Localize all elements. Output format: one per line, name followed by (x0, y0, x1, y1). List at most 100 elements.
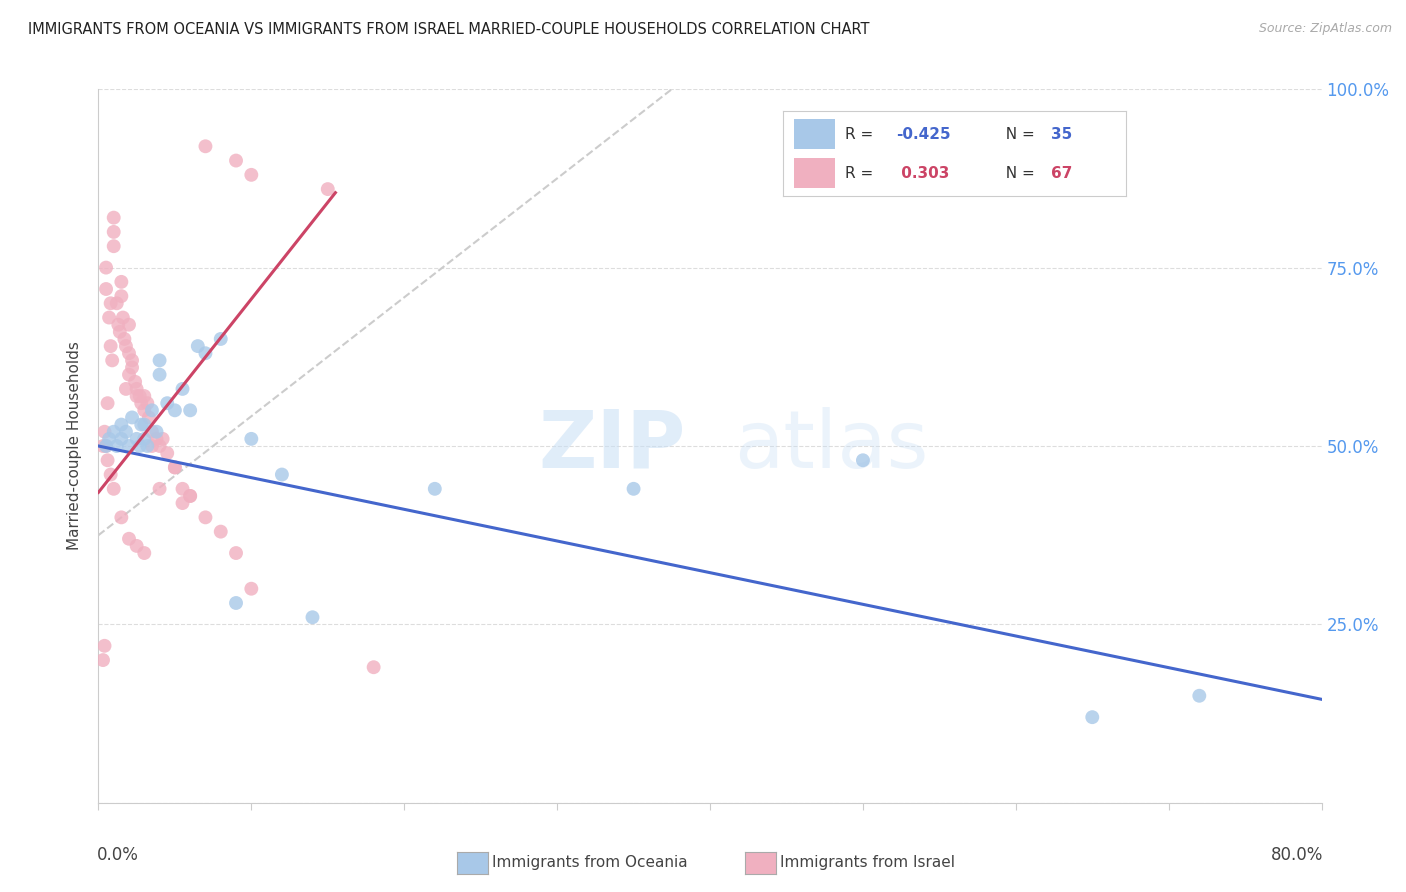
Point (623, 482, 645, 496)
Point (118, 368, 141, 382)
Point (118, 346, 141, 360)
Point (270, 467, 292, 482)
Point (1188, 689, 1211, 703)
Point (115, 382, 138, 396)
Text: 35: 35 (1050, 127, 1071, 142)
Text: atlas: atlas (734, 407, 929, 485)
Point (103, 239, 125, 253)
Point (112, 332, 135, 346)
Point (149, 482, 172, 496)
Point (172, 482, 194, 496)
Point (121, 410, 143, 425)
Bar (794, 158, 835, 187)
Point (187, 339, 209, 353)
Point (110, 510, 132, 524)
Point (134, 546, 156, 560)
Point (118, 532, 141, 546)
Point (103, 211, 125, 225)
Point (316, 182, 339, 196)
Point (179, 489, 201, 503)
Point (118, 318, 141, 332)
Text: Immigrants from Oceania: Immigrants from Oceania (492, 855, 688, 870)
Point (149, 439, 172, 453)
Point (194, 510, 217, 524)
Point (136, 439, 159, 453)
Point (101, 353, 124, 368)
Point (125, 539, 148, 553)
Point (134, 432, 156, 446)
Point (93, 425, 115, 439)
Text: 67: 67 (1050, 166, 1071, 180)
Point (105, 296, 128, 310)
Point (149, 368, 172, 382)
Point (145, 425, 167, 439)
Text: N =: N = (995, 127, 1039, 142)
Point (100, 339, 122, 353)
Point (118, 439, 141, 453)
Point (141, 425, 163, 439)
Point (98, 432, 121, 446)
Point (209, 524, 232, 539)
Point (121, 353, 143, 368)
Point (179, 489, 201, 503)
Text: Source: ZipAtlas.com: Source: ZipAtlas.com (1258, 22, 1392, 36)
Text: R =: R = (845, 166, 879, 180)
Point (129, 417, 152, 432)
Point (94, 282, 117, 296)
Point (121, 360, 143, 375)
Point (225, 153, 247, 168)
Point (91, 653, 114, 667)
Point (163, 460, 186, 475)
Point (111, 310, 134, 325)
Text: ZIP: ZIP (538, 407, 686, 485)
Point (124, 375, 146, 389)
Point (103, 482, 125, 496)
Text: N =: N = (995, 166, 1039, 180)
Text: 0.303: 0.303 (897, 166, 950, 180)
Point (141, 439, 163, 453)
Point (225, 546, 247, 560)
Text: Immigrants from Israel: Immigrants from Israel (780, 855, 955, 870)
Point (103, 225, 125, 239)
Point (115, 339, 138, 353)
Point (156, 396, 179, 410)
Point (107, 318, 129, 332)
Point (149, 353, 172, 368)
Point (152, 432, 174, 446)
Point (134, 417, 156, 432)
Point (94, 439, 117, 453)
Text: 80.0%: 80.0% (1271, 846, 1323, 863)
Point (98, 310, 121, 325)
Point (97, 453, 120, 467)
Bar (794, 120, 835, 149)
Point (240, 582, 263, 596)
Y-axis label: Married-couple Households: Married-couple Households (67, 342, 83, 550)
Point (134, 389, 156, 403)
Point (179, 403, 201, 417)
Point (145, 432, 167, 446)
Point (1081, 710, 1104, 724)
Text: R =: R = (845, 127, 879, 142)
Point (129, 396, 152, 410)
Point (110, 289, 132, 303)
Point (138, 410, 160, 425)
Point (423, 482, 446, 496)
Point (172, 382, 194, 396)
Point (100, 296, 122, 310)
Point (141, 403, 163, 417)
Point (110, 432, 132, 446)
Text: -0.425: -0.425 (897, 127, 950, 142)
Point (163, 403, 186, 417)
Point (172, 496, 194, 510)
Point (91, 439, 114, 453)
Point (105, 439, 128, 453)
Text: IMMIGRANTS FROM OCEANIA VS IMMIGRANTS FROM ISRAEL MARRIED-COUPLE HOUSEHOLDS CORR: IMMIGRANTS FROM OCEANIA VS IMMIGRANTS FR… (28, 22, 870, 37)
Point (134, 403, 156, 417)
Point (110, 275, 132, 289)
Point (301, 610, 323, 624)
Point (94, 439, 117, 453)
Point (363, 660, 385, 674)
Point (110, 417, 132, 432)
Point (240, 432, 263, 446)
Point (93, 639, 115, 653)
